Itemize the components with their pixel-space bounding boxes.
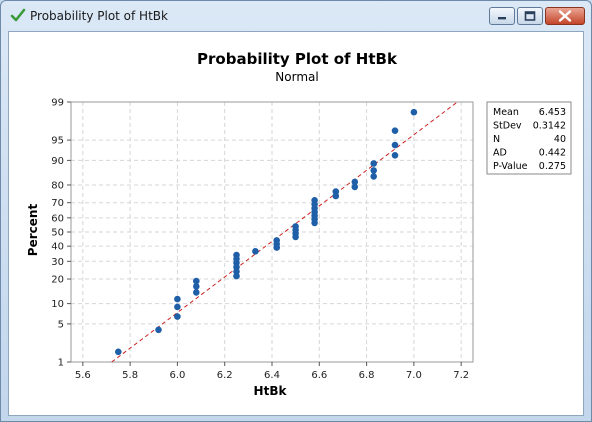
stat-value: 0.3142 xyxy=(533,121,566,132)
y-tick-label: 30 xyxy=(51,257,64,268)
y-tick-label: 99 xyxy=(51,98,64,109)
y-tick-label: 1 xyxy=(58,358,64,369)
data-point xyxy=(370,167,378,174)
data-point xyxy=(115,348,122,356)
y-tick-label: 5 xyxy=(58,319,64,330)
data-point xyxy=(370,173,378,180)
data-point xyxy=(351,183,359,191)
stat-label: Mean xyxy=(493,107,519,118)
y-axis-label: Percent xyxy=(26,204,40,257)
maximize-icon xyxy=(524,11,536,21)
data-point xyxy=(193,283,200,290)
y-tick-label: 80 xyxy=(51,180,64,191)
data-point xyxy=(273,237,281,244)
data-point xyxy=(174,313,181,320)
stat-label: StDev xyxy=(493,121,522,132)
data-point xyxy=(370,160,378,167)
x-tick-label: 6.8 xyxy=(359,370,375,381)
y-tick-label: 50 xyxy=(51,228,64,239)
x-tick-label: 7.2 xyxy=(453,370,469,381)
data-point xyxy=(391,141,399,149)
close-icon xyxy=(558,10,572,22)
x-tick-label: 5.8 xyxy=(122,370,138,381)
stat-label: N xyxy=(493,134,500,145)
chart-subtitle: Normal xyxy=(275,70,318,84)
y-tick-label: 20 xyxy=(51,275,64,286)
stat-value: 40 xyxy=(554,134,566,145)
y-tick-label: 10 xyxy=(51,299,64,310)
x-tick-label: 6.2 xyxy=(217,370,233,381)
fit-line xyxy=(111,101,458,363)
data-point xyxy=(174,303,181,311)
x-tick-label: 6.6 xyxy=(311,370,327,381)
stat-value: 6.453 xyxy=(539,107,566,118)
y-tick-label: 95 xyxy=(51,136,64,147)
data-point xyxy=(391,152,399,159)
data-point xyxy=(233,251,240,259)
y-tick-label: 60 xyxy=(51,213,64,224)
probability-plot: 5.6 5.8 6.0 6.2 6.4 6.6 6.8 7.0 7.2 1 5 10 20 30 40 50 6… xyxy=(26,50,572,398)
stat-label: P-Value xyxy=(493,161,528,172)
data-point xyxy=(193,289,200,296)
checkmark-icon xyxy=(10,8,26,22)
stats-box: Mean 6.453 StDev 0.3142 N 40 AD 0.442 P-Value 0.2… xyxy=(486,101,572,175)
data-point xyxy=(233,272,240,280)
y-tick-label: 70 xyxy=(51,198,64,209)
plot-area: 5.6 5.8 6.0 6.2 6.4 6.6 6.8 7.0 7.2 1 5 10 20 30 40 50 6… xyxy=(8,31,584,416)
maximize-button[interactable] xyxy=(517,7,543,25)
minimize-icon xyxy=(498,17,506,20)
data-point xyxy=(155,326,162,334)
data-point xyxy=(332,188,340,195)
data-point xyxy=(292,223,299,230)
data-point xyxy=(410,108,418,116)
data-point xyxy=(252,248,259,255)
stat-label: AD xyxy=(493,148,507,159)
x-tick-label: 6.0 xyxy=(169,370,185,381)
stat-value: 0.275 xyxy=(539,161,566,172)
data-point xyxy=(311,197,318,204)
data-point xyxy=(391,127,399,134)
stat-value: 0.442 xyxy=(539,148,566,159)
data-point xyxy=(193,277,200,285)
y-tick-label: 40 xyxy=(51,242,64,253)
window-title: Probability Plot of HtBk xyxy=(30,9,168,23)
chart-title: Probability Plot of HtBk xyxy=(197,50,398,68)
minimize-button[interactable] xyxy=(489,7,515,25)
x-tick-label: 7.0 xyxy=(406,370,422,381)
data-point xyxy=(174,295,181,303)
title-bar[interactable]: Probability Plot of HtBk xyxy=(1,1,591,31)
x-axis-label: HtBk xyxy=(254,384,288,398)
y-tick-label: 90 xyxy=(51,156,64,167)
data-point xyxy=(351,178,359,186)
x-tick-label: 6.4 xyxy=(264,370,280,381)
close-button[interactable] xyxy=(545,7,585,25)
x-tick-label: 5.6 xyxy=(75,370,91,381)
